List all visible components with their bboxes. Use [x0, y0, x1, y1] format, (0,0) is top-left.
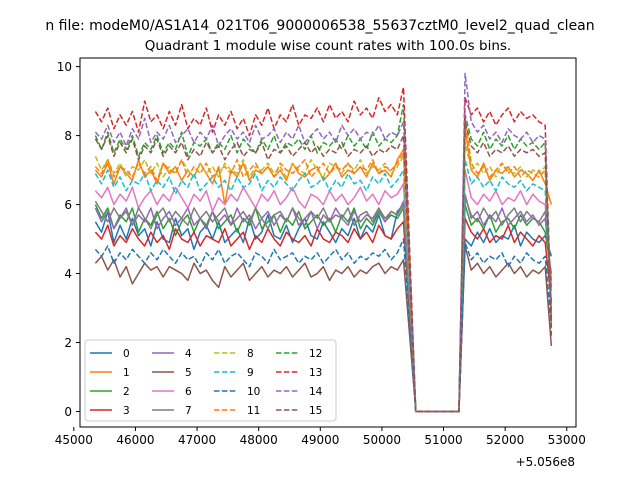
x-axis: 45000 46000 47000 48000 49000 50000 51000 52000… [55, 427, 586, 447]
x-tick-label: 50000 [363, 433, 401, 447]
series-line-11 [94, 117, 553, 413]
y-axis: 0 2 4 6 8 10 [57, 60, 80, 419]
legend-label: 6 [185, 386, 192, 398]
series-line-15 [94, 121, 553, 413]
y-tick-label: 4 [64, 267, 72, 281]
series-line-9 [94, 158, 553, 413]
legend-box [84, 339, 337, 422]
x-tick-label: 49000 [301, 433, 339, 447]
series-line-12 [94, 103, 553, 413]
legend-label: 4 [185, 348, 192, 360]
series-line-14 [94, 72, 553, 413]
y-tick-label: 0 [64, 405, 72, 419]
x-axis-offset-label: +5.056e8 [516, 455, 575, 469]
axes-frame [79, 57, 577, 428]
legend-label: 12 [309, 348, 322, 360]
legend-label: 3 [123, 405, 130, 417]
series-line-6 [94, 169, 553, 413]
figure-suptitle: n file: modeM0/AS1A14_021T06_9000006538_… [45, 18, 594, 34]
series-line-3 [94, 217, 553, 413]
y-tick-label: 6 [64, 198, 72, 212]
legend-label: 10 [247, 386, 260, 398]
legend-label: 11 [247, 405, 260, 417]
y-tick-label: 10 [57, 60, 72, 74]
plot-area [94, 72, 553, 413]
x-tick-label: 48000 [240, 433, 278, 447]
x-tick-label: 46000 [116, 433, 154, 447]
legend-label: 7 [185, 405, 192, 417]
series-line-10 [94, 238, 553, 413]
legend-label: 2 [123, 386, 130, 398]
legend-label: 9 [247, 367, 254, 379]
legend-label: 0 [123, 348, 130, 360]
legend-label: 8 [247, 348, 254, 360]
x-tick-label: 45000 [55, 433, 93, 447]
x-tick-label: 53000 [548, 433, 586, 447]
series-line-5 [94, 245, 553, 413]
x-tick-label: 47000 [178, 433, 216, 447]
x-tick-label: 52000 [486, 433, 524, 447]
y-tick-label: 2 [64, 336, 72, 350]
legend-label: 5 [185, 367, 192, 379]
legend-label: 15 [309, 405, 322, 417]
legend-label: 14 [309, 386, 323, 398]
legend-label: 1 [123, 367, 130, 379]
x-tick-label: 51000 [424, 433, 462, 447]
chart-title: Quadrant 1 module wise count rates with … [145, 38, 511, 54]
series-line-2 [94, 203, 553, 413]
series-line-7 [94, 196, 553, 413]
legend-label: 13 [309, 367, 322, 379]
series-line-13 [94, 86, 553, 413]
series-line-8 [94, 141, 553, 413]
y-tick-label: 8 [64, 129, 72, 143]
